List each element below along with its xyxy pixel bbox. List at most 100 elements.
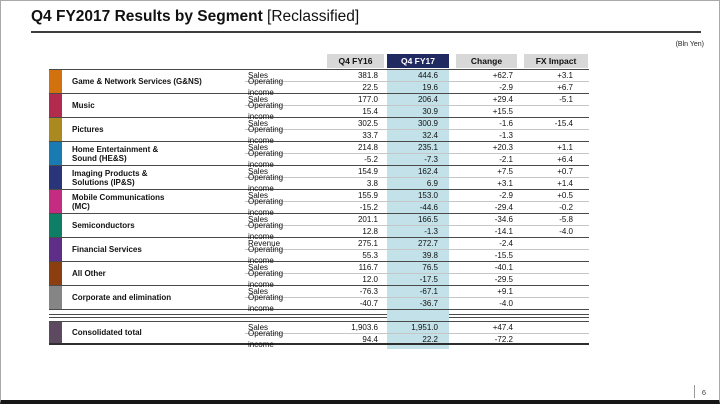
metric-label: Sales <box>248 166 269 176</box>
metric-label: Operating income <box>248 76 284 98</box>
metric-row: Operating income 15.4 30.9 +15.5 <box>245 101 589 122</box>
segment-name: Home Entertainment & Sound (HE&S) <box>72 144 159 163</box>
metric-label: Operating income <box>248 244 284 266</box>
col-header-change: Change <box>456 54 517 68</box>
segment-rows: Sales 155.9 153.0 -2.9 +0.5 Operating in… <box>245 190 589 217</box>
segment-rows: Sales 154.9 162.4 +7.5 +0.7 Operating in… <box>245 166 589 193</box>
segment-rows: Revenue 275.1 272.7 -2.4 Operating incom… <box>245 238 589 266</box>
value-q4fy17: 39.8 <box>422 250 438 260</box>
value-q4fy17: 235.1 <box>417 142 438 152</box>
segment-rows: Sales 302.5 300.9 -1.6 -15.4 Operating i… <box>245 118 589 146</box>
segment-color-bar <box>49 238 62 261</box>
value-fx-impact: -15.4 <box>554 118 573 128</box>
metric-row: Operating income 12.8 -1.3 -14.1 -4.0 <box>245 221 589 242</box>
value-q4fy17: -67.1 <box>419 286 438 296</box>
value-change: -2.1 <box>499 154 513 164</box>
metric-label: Sales <box>248 94 269 104</box>
metric-row: Sales 155.9 153.0 -2.9 +0.5 <box>245 190 589 202</box>
metric-label: Sales <box>248 286 269 296</box>
value-q4fy16: 22.5 <box>362 82 378 92</box>
segment-block: Imaging Products & Solutions (IP&S) Sale… <box>49 166 589 193</box>
metric-row: Sales 201.1 166.5 -34.6 -5.8 <box>245 214 589 226</box>
value-change: -4.0 <box>499 298 513 308</box>
metric-row: Operating income 33.7 32.4 -1.3 <box>245 125 589 146</box>
segment-rows: Sales 116.7 76.5 -40.1 Operating income … <box>245 262 589 289</box>
segment-block: Game & Network Services (G&NS) Sales 381… <box>49 70 589 98</box>
value-q4fy16: 154.9 <box>357 166 378 176</box>
value-change: -72.2 <box>494 334 513 344</box>
metric-row: Operating income 55.3 39.8 -15.5 <box>245 245 589 266</box>
metric-label: Sales <box>248 190 269 200</box>
value-q4fy16: 177.0 <box>357 94 378 104</box>
page-title-main: Q4 FY2017 Results by Segment <box>31 8 263 25</box>
value-q4fy17: 272.7 <box>417 238 438 248</box>
metric-row: Sales 177.0 206.4 +29.4 -5.1 <box>245 94 589 106</box>
value-q4fy16: 12.0 <box>362 274 378 284</box>
value-q4fy16: 3.8 <box>366 178 378 188</box>
title-underline <box>31 31 701 33</box>
metric-row: Operating income -5.2 -7.3 -2.1 +6.4 <box>245 149 589 170</box>
segment-rows: Sales 381.8 444.6 +62.7 +3.1 Operating i… <box>245 70 589 98</box>
segment-results-table: Q4 FY16 Q4 FY17 Change FX Impact Game & … <box>49 53 589 349</box>
metric-label: Operating income <box>248 268 284 290</box>
segment-name: Semiconductors <box>72 221 135 230</box>
value-q4fy17: -1.3 <box>424 226 438 236</box>
value-fx-impact: +6.7 <box>557 82 573 92</box>
value-q4fy16: -76.3 <box>359 286 378 296</box>
col-header-fx-impact: FX Impact <box>524 54 588 68</box>
value-change: +62.7 <box>492 70 513 80</box>
value-q4fy16: -15.2 <box>359 202 378 212</box>
value-q4fy16: 302.5 <box>357 118 378 128</box>
segment-color-bar <box>49 262 62 285</box>
metric-label: Sales <box>248 262 269 272</box>
segment-color-bar <box>49 286 62 309</box>
segment-block: All Other Sales 116.7 76.5 -40.1 Operati… <box>49 262 589 289</box>
segment-name: Pictures <box>72 125 104 134</box>
page-number: 6 <box>701 388 706 397</box>
value-fx-impact: +0.5 <box>557 190 573 200</box>
segment-rows: Sales 177.0 206.4 +29.4 -5.1 Operating i… <box>245 94 589 122</box>
metric-label: Operating income <box>248 172 284 194</box>
segment-color-bar <box>49 70 62 93</box>
value-q4fy17: 22.2 <box>422 334 438 344</box>
value-change: +3.1 <box>497 178 513 188</box>
segment-name: Corporate and elimination <box>72 293 172 302</box>
segment-color-bar <box>49 190 62 213</box>
value-q4fy16: 201.1 <box>357 214 378 224</box>
value-q4fy17: 6.9 <box>426 178 438 188</box>
value-fx-impact: +1.1 <box>557 142 573 152</box>
value-q4fy16: 1,903.6 <box>351 322 378 332</box>
value-q4fy16: -5.2 <box>364 154 378 164</box>
segment-color-bar <box>49 166 62 189</box>
value-q4fy17: 1,951.0 <box>411 322 438 332</box>
segment-name: All Other <box>72 269 106 278</box>
value-change: -34.6 <box>494 214 513 224</box>
value-q4fy16: 214.8 <box>357 142 378 152</box>
segment-name: Financial Services <box>72 245 142 254</box>
metric-row: Operating income 22.5 19.6 -2.9 +6.7 <box>245 77 589 98</box>
segment-block: Financial Services Revenue 275.1 272.7 -… <box>49 238 589 266</box>
segment-color-bar <box>49 142 62 165</box>
col-header-q4fy17: Q4 FY17 <box>387 54 449 68</box>
metric-label: Sales <box>248 142 269 152</box>
value-fx-impact: +0.7 <box>557 166 573 176</box>
metric-row: Operating income -40.7 -36.7 -4.0 <box>245 293 589 314</box>
value-q4fy16: 55.3 <box>362 250 378 260</box>
metric-label: Operating income <box>248 148 284 170</box>
metric-label: Operating income <box>248 220 284 242</box>
metric-label: Sales <box>248 70 269 80</box>
value-change: -15.5 <box>494 250 513 260</box>
value-change: -29.4 <box>494 202 513 212</box>
metric-label: Operating income <box>248 292 284 314</box>
segment-rows: Sales 201.1 166.5 -34.6 -5.8 Operating i… <box>245 214 589 242</box>
value-q4fy17: 76.5 <box>422 262 438 272</box>
metric-label: Sales <box>248 322 269 332</box>
value-fx-impact: -4.0 <box>559 226 573 236</box>
value-change: -14.1 <box>494 226 513 236</box>
value-q4fy17: 153.0 <box>417 190 438 200</box>
segment-color-bar <box>49 214 62 237</box>
value-change: +9.1 <box>497 286 513 296</box>
segment-block: Semiconductors Sales 201.1 166.5 -34.6 -… <box>49 214 589 242</box>
value-fx-impact: -0.2 <box>559 202 573 212</box>
total-block-host: Consolidated total Sales 1,903.6 1,951.0… <box>49 321 589 349</box>
